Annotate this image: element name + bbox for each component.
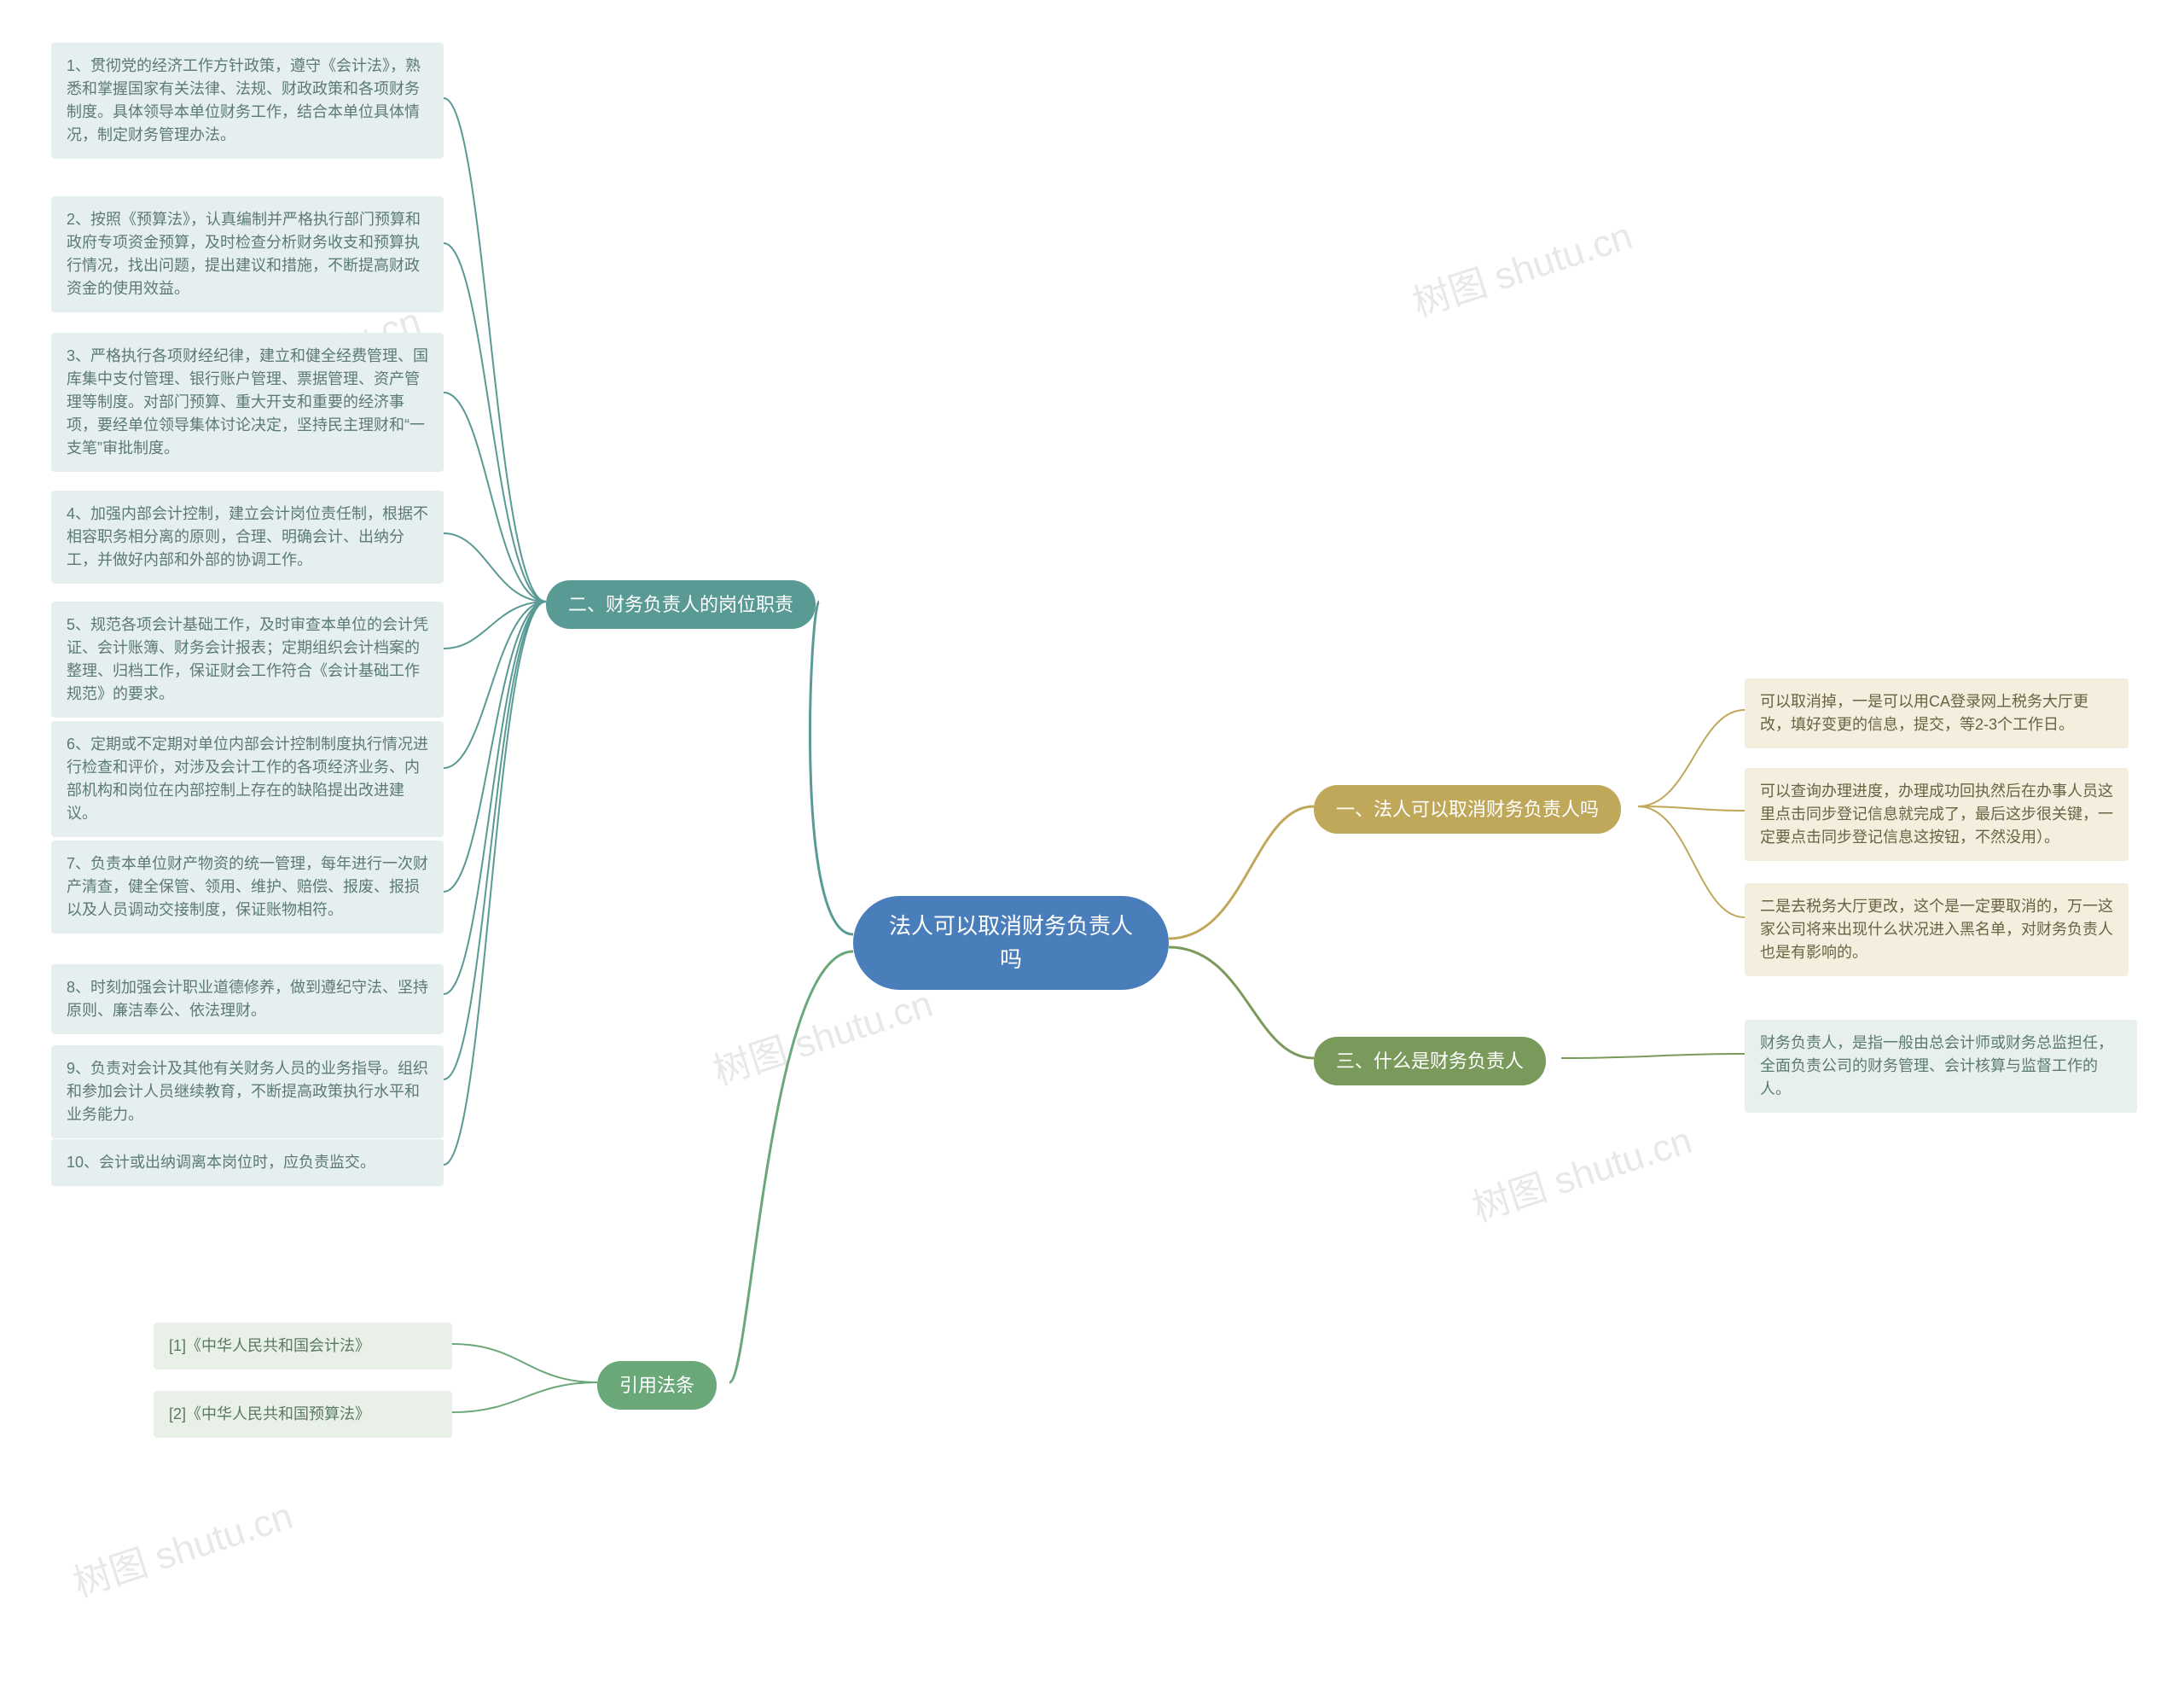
branch-3-leaf: 财务负责人，是指一般由总会计师或财务总监担任，全面负责公司的财务管理、会计核算与… [1745,1020,2137,1113]
branch-4: 引用法条 [597,1361,717,1410]
watermark: 树图 shutu.cn [66,1485,299,1607]
branch-2-leaf: 1、贯彻党的经济工作方针政策，遵守《会计法》，熟悉和掌握国家有关法律、法规、财政… [51,43,444,159]
branch-1-leaf: 可以取消掉，一是可以用CA登录网上税务大厅更改，填好变更的信息，提交，等2-3个… [1745,678,2129,748]
branch-4-leaf: [1]《中华人民共和国会计法》 [154,1323,452,1370]
watermark: 树图 shutu.cn [1405,205,1638,327]
branch-2-leaf: 3、严格执行各项财经纪律，建立和健全经费管理、国库集中支付管理、银行账户管理、票… [51,333,444,472]
branch-2-leaf: 6、定期或不定期对单位内部会计控制制度执行情况进行检查和评价，对涉及会计工作的各… [51,721,444,837]
branch-4-leaf: [2]《中华人民共和国预算法》 [154,1391,452,1438]
branch-2-leaf: 5、规范各项会计基础工作，及时审查本单位的会计凭证、会计账簿、财务会计报表；定期… [51,602,444,718]
branch-1-leaf: 可以查询办理进度，办理成功回执然后在办事人员这里点击同步登记信息就完成了，最后这… [1745,768,2129,861]
branch-2-leaf: 4、加强内部会计控制，建立会计岗位责任制，根据不相容职务相分离的原则，合理、明确… [51,491,444,584]
branch-1-leaf: 二是去税务大厅更改，这个是一定要取消的，万一这家公司将来出现什么状况进入黑名单，… [1745,883,2129,976]
branch-2-leaf: 8、时刻加强会计职业道德修养，做到遵纪守法、坚持原则、廉洁奉公、依法理财。 [51,964,444,1034]
branch-2-leaf: 2、按照《预算法》，认真编制并严格执行部门预算和政府专项资金预算，及时检查分析财… [51,196,444,312]
branch-2-leaf: 9、负责对会计及其他有关财务人员的业务指导。组织和参加会计人员继续教育，不断提高… [51,1045,444,1138]
root-node: 法人可以取消财务负责人吗 [853,896,1169,990]
branch-1: 一、法人可以取消财务负责人吗 [1314,785,1621,834]
branch-3: 三、什么是财务负责人 [1314,1037,1546,1085]
watermark: 树图 shutu.cn [706,973,938,1095]
branch-2-leaf: 10、会计或出纳调离本岗位时，应负责监交。 [51,1139,444,1186]
branch-2-leaf: 7、负责本单位财产物资的统一管理，每年进行一次财产清查，健全保管、领用、维护、赔… [51,841,444,934]
branch-2: 二、财务负责人的岗位职责 [546,580,816,629]
watermark: 树图 shutu.cn [1465,1109,1698,1231]
